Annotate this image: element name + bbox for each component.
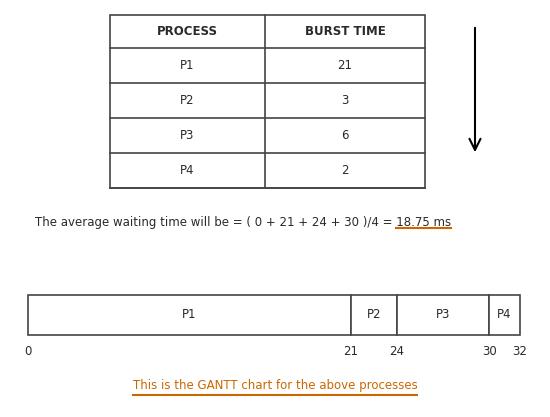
Text: BURST TIME: BURST TIME: [305, 25, 386, 38]
Text: P4: P4: [497, 309, 512, 322]
Text: P2: P2: [180, 94, 195, 107]
Text: 6: 6: [341, 129, 349, 142]
Bar: [28, 295, 351, 335]
Text: The average waiting time will be = ( 0 + 21 + 24 + 30 )/4 = 18.75 ms: The average waiting time will be = ( 0 +…: [35, 216, 451, 229]
Text: 0: 0: [24, 345, 32, 358]
Text: 3: 3: [342, 94, 349, 107]
Text: 21: 21: [338, 59, 353, 72]
Text: P3: P3: [180, 129, 195, 142]
Bar: [490, 295, 520, 335]
Text: P1: P1: [180, 59, 195, 72]
Text: 2: 2: [341, 164, 349, 177]
Text: This is the GANTT chart for the above processes: This is the GANTT chart for the above pr…: [133, 379, 417, 392]
Text: 21: 21: [343, 345, 359, 358]
Text: PROCESS: PROCESS: [157, 25, 218, 38]
Text: P4: P4: [180, 164, 195, 177]
Text: 30: 30: [482, 345, 497, 358]
Bar: [110, 15, 425, 188]
Bar: [351, 295, 397, 335]
Text: P2: P2: [367, 309, 381, 322]
Text: P1: P1: [182, 309, 197, 322]
Text: 24: 24: [389, 345, 404, 358]
Text: P3: P3: [436, 309, 450, 322]
Bar: [397, 295, 490, 335]
Text: 32: 32: [513, 345, 527, 358]
